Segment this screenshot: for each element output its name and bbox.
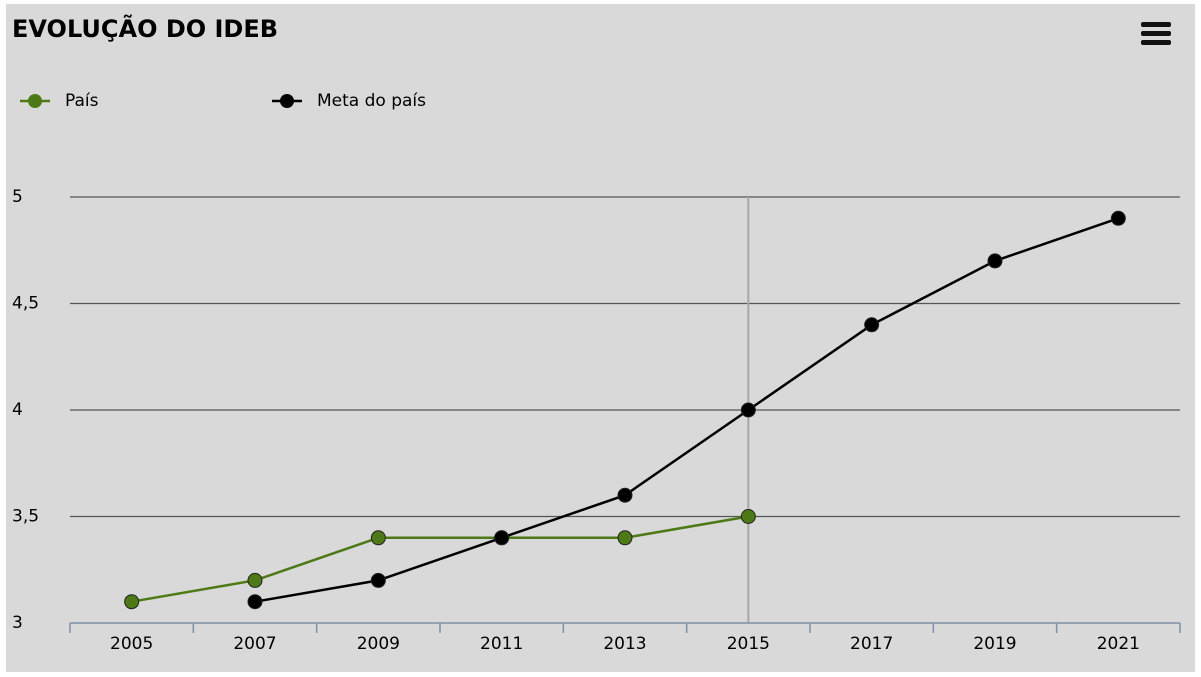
menu-bar bbox=[1141, 22, 1171, 27]
menu-bar bbox=[1141, 40, 1171, 45]
data-point bbox=[370, 572, 386, 588]
legend-marker bbox=[280, 94, 294, 108]
x-tick-label: 2011 bbox=[480, 634, 523, 654]
data-point bbox=[987, 253, 1003, 269]
data-point bbox=[740, 402, 756, 418]
legend-label[interactable]: Meta do país bbox=[317, 91, 426, 111]
y-tick-label: 5 bbox=[12, 187, 23, 207]
x-tick-label: 2015 bbox=[727, 634, 770, 654]
x-tick-label: 2021 bbox=[1097, 634, 1140, 654]
x-tick-label: 2009 bbox=[357, 634, 400, 654]
data-point bbox=[617, 530, 633, 546]
y-tick-label: 4,5 bbox=[12, 294, 39, 314]
menu-bar bbox=[1141, 31, 1171, 36]
chart-title: EVOLUÇÃO DO IDEB bbox=[12, 14, 278, 43]
data-point bbox=[370, 530, 386, 546]
data-point bbox=[740, 509, 756, 524]
x-tick-label: 2013 bbox=[603, 634, 646, 654]
data-point bbox=[247, 594, 263, 610]
data-point bbox=[1110, 210, 1126, 226]
y-tick-label: 3,5 bbox=[12, 507, 39, 527]
x-tick-label: 2019 bbox=[973, 634, 1016, 654]
data-point bbox=[494, 530, 510, 546]
data-point bbox=[124, 594, 140, 610]
background bbox=[6, 4, 1195, 672]
y-tick-label: 3 bbox=[12, 613, 23, 633]
x-tick-label: 2005 bbox=[110, 634, 153, 654]
data-point bbox=[247, 572, 263, 588]
legend-label[interactable]: País bbox=[65, 91, 99, 111]
series-line bbox=[254, 217, 1119, 603]
data-point bbox=[864, 317, 880, 333]
legend-marker bbox=[28, 94, 42, 108]
series-line bbox=[131, 515, 749, 603]
y-tick-label: 4 bbox=[12, 400, 23, 420]
x-tick-label: 2017 bbox=[850, 634, 893, 654]
menu-button[interactable] bbox=[1141, 22, 1171, 45]
x-tick-label: 2007 bbox=[233, 634, 276, 654]
data-point bbox=[617, 487, 633, 503]
